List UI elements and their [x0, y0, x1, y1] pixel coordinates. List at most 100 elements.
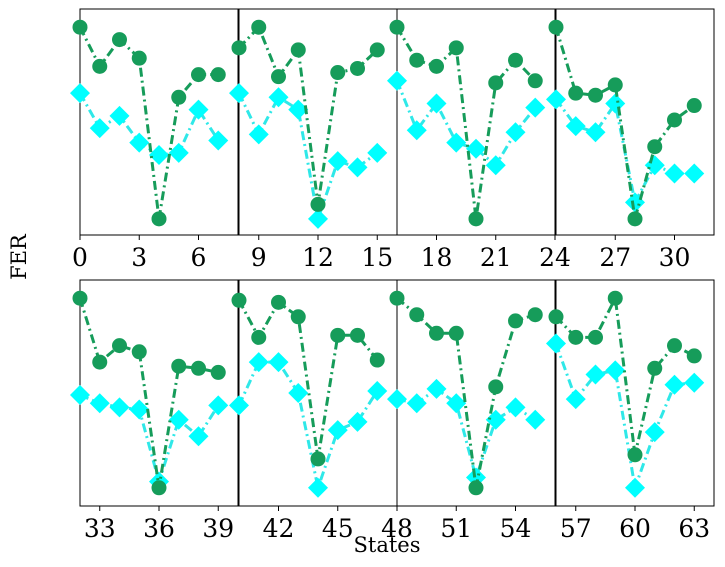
series-a-point [350, 327, 365, 343]
series-a-point [429, 58, 444, 74]
panel-2: 9 12 15 [229, 8, 398, 272]
series-b-point [70, 83, 90, 104]
x-tick-label: 27 [599, 243, 631, 272]
x-tick-label: 51 [440, 514, 472, 543]
series-a-point [92, 354, 108, 370]
panel-3: 18 21 24 [387, 8, 571, 272]
series-b-point [268, 352, 289, 373]
series-b-point [208, 395, 229, 416]
series-a-point [92, 58, 108, 74]
series-b-point [505, 122, 526, 143]
series-b-point [109, 397, 130, 418]
panel-5: 33 36 39 [70, 279, 239, 543]
series-b-point [644, 422, 665, 443]
x-tick-label: 12 [302, 243, 334, 272]
x-tick-label: 9 [251, 243, 267, 272]
series-a-line [237, 299, 379, 461]
series-a-point [210, 67, 226, 83]
series-a-point [508, 52, 523, 68]
x-tick-label: 18 [421, 243, 453, 272]
series-a-point [389, 19, 405, 35]
series-b-line [237, 92, 379, 221]
x-tick-label: 21 [480, 243, 512, 272]
series-a-point [112, 338, 127, 354]
series-a-point [369, 352, 385, 368]
panel-7: 51 54 [387, 279, 556, 543]
series-a-point [290, 42, 306, 58]
series-a-point [171, 358, 187, 374]
series-a-line [78, 26, 219, 221]
x-tick-label: 54 [500, 514, 532, 543]
series-a-point [527, 73, 543, 89]
series-b-point [546, 333, 566, 354]
series-b-point [684, 163, 705, 184]
series-a-point [448, 40, 464, 56]
series-b-point [327, 151, 348, 172]
series-a-point [171, 89, 187, 105]
series-b-point [426, 93, 447, 114]
x-tick-label: 33 [84, 514, 116, 543]
series-b-point [229, 83, 249, 104]
series-b-point [70, 385, 90, 406]
series-a-point [588, 329, 603, 345]
series-b-point [387, 70, 407, 91]
series-a-point [568, 85, 584, 101]
series-b-point [129, 132, 150, 153]
x-tick-label: 48 [381, 514, 413, 543]
series-b-point [525, 97, 546, 118]
x-tick-label: 45 [322, 514, 354, 543]
series-a-point [310, 196, 326, 212]
series-a-point [627, 211, 643, 227]
x-tick-label: 60 [619, 514, 651, 543]
series-b-point [327, 420, 348, 441]
panel-frame [555, 8, 715, 236]
series-a-point [468, 480, 484, 496]
panel-frame [396, 8, 556, 236]
series-b-point [208, 130, 229, 151]
series-b-point [565, 116, 586, 137]
series-b-point [664, 163, 685, 184]
series-a-point [112, 32, 127, 48]
series-a-point [231, 40, 247, 56]
series-b-point [406, 393, 427, 414]
series-a-point [72, 19, 88, 35]
series-b-point [446, 393, 467, 414]
series-b-point [248, 352, 269, 373]
panel-6: 42 45 48 [229, 279, 413, 543]
series-b-point [109, 105, 130, 126]
series-a-point [251, 19, 267, 35]
series-a-point [488, 75, 504, 91]
series-b-point [406, 120, 427, 141]
series-b-point [505, 397, 526, 418]
series-a-point [568, 329, 584, 345]
series-b-point [644, 155, 665, 176]
series-a-point [330, 327, 346, 343]
series-b-point [89, 118, 110, 139]
series-a-point [310, 451, 326, 467]
x-tick-label: 30 [659, 243, 691, 272]
series-b-point [605, 93, 626, 114]
x-tick-label: 0 [72, 243, 88, 272]
series-a-point [231, 292, 247, 308]
series-a-point [508, 313, 523, 329]
series-b-point [308, 477, 328, 498]
series-a-point [369, 42, 385, 58]
series-a-point [448, 325, 464, 341]
x-tick-label: 15 [361, 243, 393, 272]
y-axis-label: FER [7, 233, 31, 280]
series-a-point [468, 211, 484, 227]
x-tick-label: 36 [143, 514, 175, 543]
series-a-point [527, 307, 543, 323]
series-b-point [625, 477, 645, 498]
series-a-point [627, 447, 643, 463]
series-a-point [409, 307, 425, 323]
series-b-point [485, 409, 506, 430]
series-b-point [446, 132, 467, 153]
series-b-point [485, 155, 506, 176]
series-a-point [686, 98, 702, 114]
series-a-point [667, 338, 682, 354]
series-b-point [308, 208, 328, 229]
series-b-point [129, 399, 150, 420]
series-a-point [290, 309, 306, 325]
